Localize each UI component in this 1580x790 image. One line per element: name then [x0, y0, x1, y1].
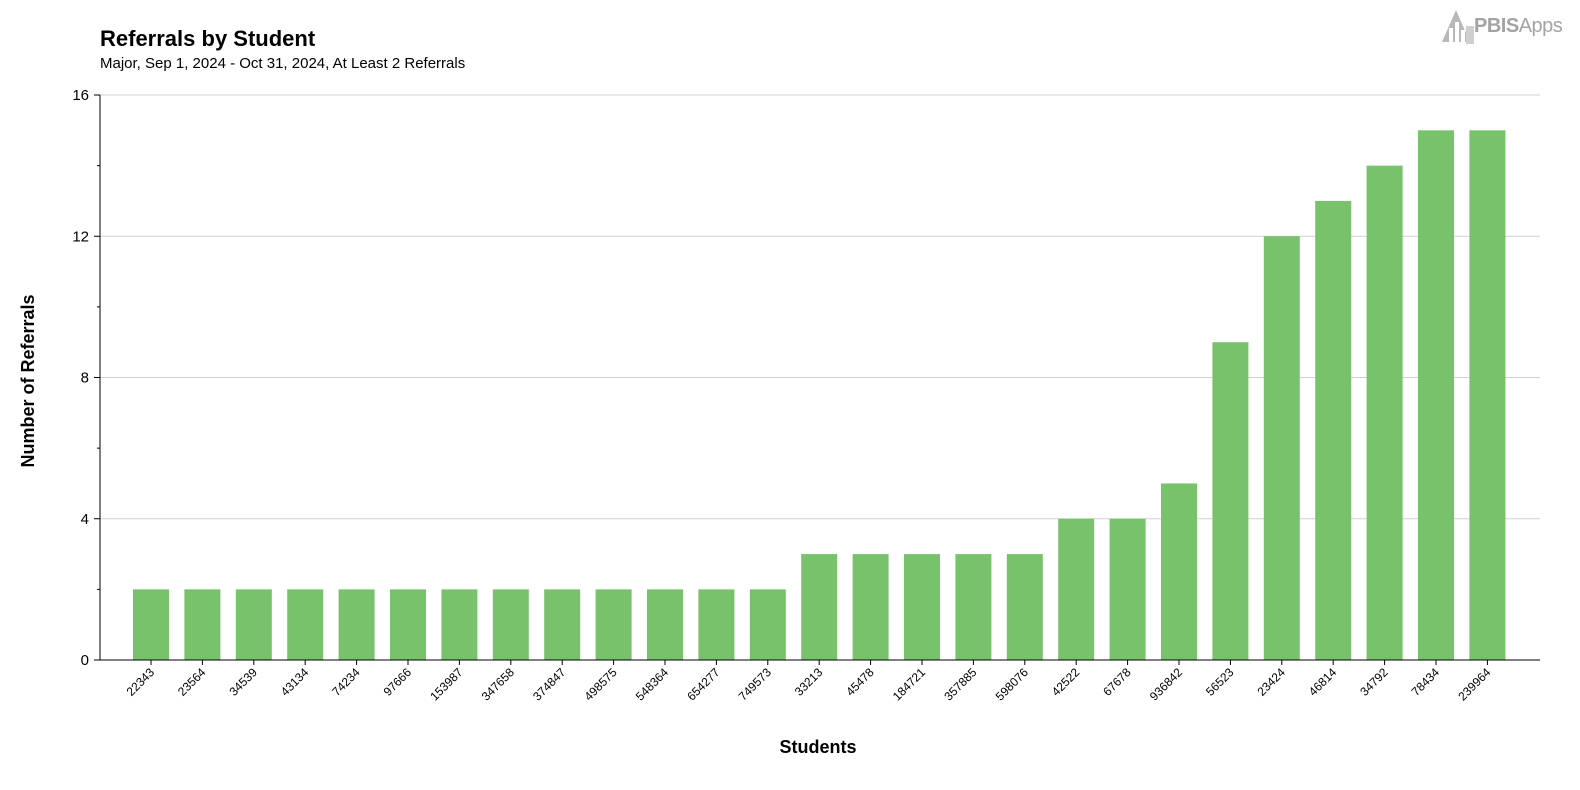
bar — [235, 589, 272, 660]
bar — [1469, 130, 1506, 660]
pbis-building-logo-icon — [1442, 10, 1474, 44]
bar — [595, 589, 632, 660]
bar — [184, 589, 221, 660]
bar — [1315, 200, 1352, 660]
x-tick-label: 42522 — [1049, 665, 1083, 699]
bar — [1263, 236, 1300, 660]
chart-subtitle: Major, Sep 1, 2024 - Oct 31, 2024, At Le… — [100, 55, 466, 72]
chart-title: Referrals by Student — [100, 26, 316, 51]
x-tick-label: 97666 — [381, 665, 415, 699]
bar — [1006, 554, 1043, 660]
x-tick-label: 67678 — [1100, 665, 1134, 699]
y-tick-label: 12 — [72, 228, 89, 245]
x-tick-label: 153987 — [427, 665, 465, 703]
bar — [544, 589, 581, 660]
y-tick-label: 16 — [72, 87, 89, 104]
x-tick-label: 33213 — [792, 665, 826, 699]
bar — [287, 589, 324, 660]
logo-text-bold: PBIS — [1474, 15, 1519, 37]
bar — [852, 554, 889, 660]
x-tick-label: 347658 — [479, 665, 517, 703]
x-tick-label: 46814 — [1306, 665, 1340, 699]
x-tick-label: 374847 — [530, 665, 568, 703]
bar — [801, 554, 838, 660]
bar — [390, 589, 426, 660]
bar — [904, 554, 940, 660]
bar — [955, 554, 992, 660]
x-tick-label: 23424 — [1254, 665, 1288, 699]
x-tick-label: 239964 — [1455, 665, 1493, 703]
bar — [133, 589, 169, 660]
bar — [492, 589, 529, 660]
x-tick-label: 22343 — [124, 665, 158, 699]
x-tick-label: 34539 — [226, 665, 260, 699]
x-tick-label: 23564 — [175, 665, 209, 699]
x-tick-label: 78434 — [1409, 665, 1443, 699]
bar — [338, 589, 375, 660]
x-tick-label: 74234 — [329, 665, 363, 699]
bar — [1058, 518, 1095, 660]
x-tick-label: 56523 — [1203, 665, 1237, 699]
bar — [1109, 518, 1146, 660]
x-axis-title: Students — [779, 737, 856, 757]
y-tick-label: 4 — [81, 511, 89, 528]
pbis-apps-logo: PBISApps — [1440, 6, 1572, 48]
y-tick-label: 0 — [81, 652, 89, 669]
x-tick-label: 34792 — [1357, 665, 1391, 699]
bar — [1418, 130, 1454, 660]
x-tick-label: 357885 — [941, 665, 979, 703]
x-tick-label: 43134 — [278, 665, 312, 699]
bar — [1161, 483, 1197, 660]
x-tick-label: 498575 — [582, 665, 620, 703]
x-tick-label: 654277 — [684, 665, 722, 703]
bar — [698, 589, 735, 660]
x-tick-label: 749573 — [736, 665, 774, 703]
y-tick-label: 8 — [81, 370, 89, 387]
bar — [1366, 165, 1403, 660]
logo-text-light: Apps — [1518, 15, 1563, 37]
x-tick-label: 45478 — [843, 665, 877, 699]
x-tick-label: 548364 — [633, 665, 671, 703]
x-tick-label: 598076 — [993, 665, 1031, 703]
bar — [647, 589, 683, 660]
bar — [749, 589, 786, 660]
x-tick-label: 184721 — [890, 665, 928, 703]
bar — [441, 589, 478, 660]
bar — [1212, 342, 1249, 660]
x-tick-label: 936842 — [1147, 665, 1185, 703]
y-axis-title: Number of Referrals — [18, 294, 38, 467]
